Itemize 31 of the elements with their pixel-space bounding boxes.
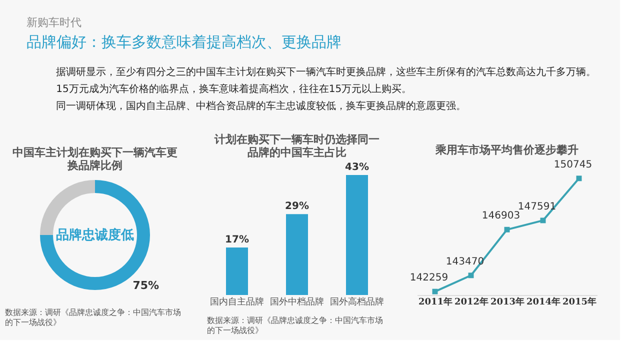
point [576,176,582,182]
text: 新购车时代 [26,16,82,29]
x-tick-label: 2013年 [490,296,525,308]
source-note: 数据来源：调研《品牌忠诚度之争：中国汽车市场的下一场战役》 [5,308,181,327]
data-label: 29% [285,201,309,212]
x-tick-label: 国内自主品牌 [210,296,264,308]
point [468,272,474,278]
data-label: 142259 [410,272,448,284]
data-label: 17% [225,234,249,246]
x-tick-label: 2015年 [562,296,597,308]
text: 品牌偏好：换车多数意味着提高档次、更换品牌 [26,33,342,51]
source-note: 数据来源：调研《品牌忠诚度之争：中国汽车市场的下一场战役》 [207,316,383,335]
point [504,226,510,232]
data-label: 75% [132,278,160,292]
data-label: 146903 [482,210,520,222]
point [540,218,546,224]
text: 同一调研体现，国内自主品牌、中档合资品牌的车主忠诚度较低，换车更换品牌的意愿更强。 [56,100,466,112]
chart-title: 计划在购买下一辆车时仍选择同一品牌的中国车主占比 [214,133,380,159]
x-tick-label: 国外高档品牌 [330,296,384,308]
x-tick-label: 2011年 [418,296,453,308]
text: 15万元成为汽车价格的临界点，换车意味着提高档次，往往在15万元以上购买。 [56,83,412,95]
x-tick-label: 2014年 [526,296,561,308]
chart-title: 中国车主计划在购买下一辆汽车更换品牌比例 [12,146,178,172]
point [432,288,438,294]
text: 据调研显示，至少有四分之三的中国车主计划在购买下一辆汽车时更换品牌，这些车主所保有的汽车总数高达九千多万辆。 [56,66,596,78]
x-tick-label: 国外中档品牌 [270,296,324,308]
text: 品牌忠诚度低 [56,227,134,243]
x-tick-label: 2012年 [454,296,489,308]
data-label: 150745 [554,159,592,170]
data-label: 43% [345,162,369,173]
chart-title: 乘用车市场平均售价逐步攀升 [434,143,578,156]
